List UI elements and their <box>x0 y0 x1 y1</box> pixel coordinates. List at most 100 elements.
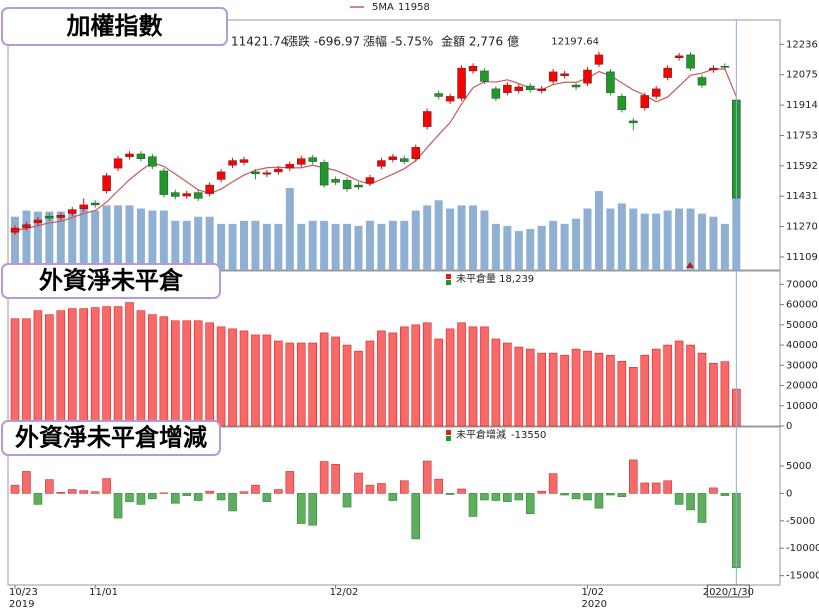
y-tick-label: 5000 <box>786 461 811 472</box>
volume-bar <box>594 191 603 270</box>
x-tick-label: 2020/1/30 <box>703 587 754 598</box>
candle-body <box>640 95 649 108</box>
bar <box>216 493 226 501</box>
info-item: 漲幅 -5.75% <box>363 34 433 49</box>
volume-bar <box>583 208 592 270</box>
bar <box>606 493 615 496</box>
candle-body <box>617 96 627 110</box>
bar <box>594 352 604 427</box>
legend-label: 5MA <box>372 2 394 13</box>
bar <box>262 334 272 427</box>
volume-bar <box>217 223 226 270</box>
candle-body <box>171 192 180 197</box>
bar <box>548 352 558 427</box>
volume-bar <box>720 223 729 270</box>
bar <box>354 472 363 494</box>
title-box <box>1 420 221 456</box>
y-tick-label: 11431 <box>786 191 818 202</box>
x-year-label: 2019 <box>9 599 34 610</box>
bar <box>583 493 592 501</box>
volume-bar <box>240 220 248 270</box>
volume-bar <box>22 210 31 270</box>
y-tick-label: 11753 <box>786 130 818 141</box>
bar <box>628 459 638 494</box>
info-close: 11421.74 <box>231 35 288 49</box>
x-tick-label: 12/02 <box>330 587 359 598</box>
legend-swatch <box>446 274 451 279</box>
volume-bar <box>114 205 123 270</box>
bar <box>274 489 283 494</box>
bar <box>319 461 329 494</box>
candle-body <box>514 86 524 92</box>
candle-body <box>526 85 535 91</box>
bar <box>193 320 203 427</box>
volume-bar <box>514 231 523 270</box>
info-item: 漲跌 -696.97 <box>286 34 360 49</box>
candle-body <box>354 184 363 188</box>
candle-body <box>663 67 672 78</box>
volume-bar <box>572 218 581 270</box>
bar <box>399 480 409 494</box>
bar <box>308 342 318 427</box>
marker <box>686 262 694 268</box>
volume-bar <box>56 211 65 270</box>
volume-bar <box>537 225 546 270</box>
y-tick-label: 60000 <box>786 300 818 311</box>
bar <box>331 464 340 494</box>
bar <box>468 493 478 517</box>
candle-body <box>422 111 432 127</box>
candle-body <box>216 171 226 180</box>
bar <box>697 493 707 523</box>
candle-body <box>571 84 581 88</box>
bar <box>571 493 581 500</box>
bar <box>285 342 295 427</box>
volume-bar <box>480 210 489 270</box>
bar <box>709 362 718 427</box>
candle-body <box>125 153 134 158</box>
candle-body <box>182 193 191 197</box>
y-tick-label: -10000 <box>786 543 819 554</box>
candle-body <box>297 158 306 165</box>
candle-body <box>583 69 592 84</box>
bar <box>79 308 88 427</box>
volume-bar <box>491 223 500 270</box>
legend-swatch <box>446 280 451 285</box>
bar <box>628 367 638 427</box>
volume-bar <box>388 220 397 270</box>
panel-title: 外資淨未平倉增減 <box>15 423 207 452</box>
volume-bar <box>469 205 477 270</box>
bar <box>480 493 489 501</box>
candle-body <box>262 172 272 175</box>
y-tick-label: 11270 <box>786 222 818 233</box>
y-tick-label: 11914 <box>786 100 818 111</box>
candle-body <box>251 171 260 175</box>
bar <box>422 460 432 494</box>
ma-line <box>14 68 737 231</box>
bar <box>113 306 123 427</box>
bar <box>182 320 192 427</box>
candle-body <box>136 153 146 159</box>
candle-body <box>468 65 478 72</box>
bar <box>22 471 31 494</box>
volume-bar <box>182 220 191 270</box>
y-tick-label: 10000 <box>786 401 818 412</box>
candle-body <box>411 147 420 159</box>
candle-body <box>10 227 20 233</box>
volume-bar <box>686 208 695 270</box>
bar <box>365 484 375 494</box>
cursor-label-box <box>706 584 750 598</box>
volume-bar <box>45 211 54 270</box>
bar <box>79 490 88 494</box>
candle-body <box>491 88 501 99</box>
bar <box>228 493 237 512</box>
y-tick-label: 0 <box>786 421 792 432</box>
bar <box>457 488 466 494</box>
volume-bar <box>331 223 340 270</box>
candle-body <box>45 215 54 219</box>
y-tick-label: 20000 <box>786 381 818 392</box>
candle-body <box>503 84 512 93</box>
bar <box>251 334 260 427</box>
candle-body <box>686 54 695 69</box>
candle-body <box>285 164 295 169</box>
